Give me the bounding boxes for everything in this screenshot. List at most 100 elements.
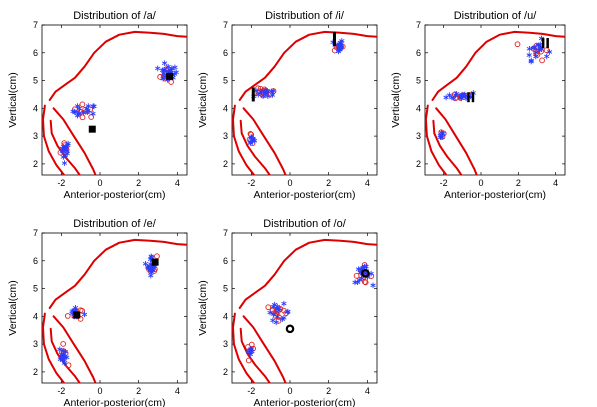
blue-star-point: [533, 49, 539, 56]
x-tick-label: -2: [440, 178, 448, 188]
black-marker: [467, 92, 475, 103]
jaw-outer-outline: [42, 104, 66, 175]
palate-outline: [238, 238, 377, 309]
blue-star-point: [537, 41, 543, 48]
y-tick-label: 6: [223, 48, 228, 58]
y-tick-label: 6: [416, 48, 421, 58]
subplot-title: Distribution of /a/: [73, 10, 156, 22]
red-circle-point: [362, 279, 369, 286]
blue-star-point: [61, 357, 67, 363]
blue-star-point: [61, 160, 68, 166]
y-tick-label: 4: [33, 103, 38, 113]
blue-star-point: [258, 89, 265, 95]
y-tick-label: 3: [416, 131, 421, 141]
y-tick-label: 6: [33, 256, 38, 266]
blue-star-point: [61, 143, 67, 150]
blue-star-point: [172, 64, 178, 71]
jaw-outer-outline: [42, 312, 66, 383]
red-circle-point: [353, 272, 360, 279]
blue-star-point: [352, 279, 358, 286]
blue-star-point: [437, 134, 444, 140]
y-tick-label: 7: [223, 20, 228, 30]
x-tick-label: -2: [247, 178, 255, 188]
red-circle-point: [79, 101, 86, 108]
blue-star-point: [451, 95, 457, 102]
black-marker: [166, 72, 174, 80]
x-tick-label: 0: [97, 178, 102, 188]
tongue-base-outline: [242, 107, 287, 175]
red-circle-point: [245, 357, 252, 364]
y-tick-label: 5: [416, 76, 421, 86]
y-tick-label: 2: [223, 159, 228, 169]
red-circle-point: [539, 57, 545, 64]
black-marker: [332, 31, 336, 46]
y-axis-label: Vertical(cm): [7, 280, 19, 335]
blue-star-point: [359, 275, 365, 282]
blue-star-point: [271, 311, 277, 317]
blue-star-point: [161, 60, 168, 66]
black-marker: [151, 258, 159, 266]
y-tick-label: 3: [223, 339, 228, 349]
y-tick-label: 3: [33, 339, 38, 349]
y-axis-label: Vertical(cm): [390, 72, 402, 127]
red-circle-point: [79, 114, 86, 121]
red-circle-point: [77, 316, 84, 322]
tongue-base-outline: [242, 315, 287, 383]
x-tick-label: 0: [478, 178, 483, 188]
x-tick-label: -2: [57, 178, 65, 188]
blue-star-point: [270, 88, 277, 94]
y-tick-label: 4: [223, 103, 228, 113]
blue-star-point: [65, 142, 71, 149]
x-tick-label: 2: [516, 178, 521, 188]
blue-star-point: [276, 307, 282, 314]
black-marker: [285, 324, 295, 334]
black-marker: [541, 38, 549, 49]
subplot-title: Distribution of /u/: [454, 10, 537, 22]
x-axis-label: Anterior-posterior(cm): [63, 189, 165, 201]
tongue-base-outline: [435, 107, 478, 175]
y-tick-label: 5: [223, 284, 228, 294]
blue-star-point: [144, 264, 151, 270]
y-tick-label: 2: [223, 367, 228, 377]
blue-star-point: [91, 103, 97, 110]
blue-star-point: [446, 92, 453, 98]
blue-star-point: [255, 91, 261, 98]
red-circle-point: [265, 304, 272, 311]
y-tick-label: 5: [33, 284, 38, 294]
blue-star-point: [84, 109, 91, 115]
black-marker: [251, 87, 255, 102]
y-axis-label: Vertical(cm): [197, 72, 209, 127]
plot-area: [42, 30, 187, 175]
x-tick-label: 4: [553, 178, 558, 188]
plot-area: [232, 30, 377, 175]
blue-star-point: [74, 103, 81, 109]
blue-star-point: [544, 53, 550, 60]
blue-star-point: [546, 49, 553, 55]
palate-outline: [238, 30, 377, 101]
subplot-title: Distribution of /e/: [73, 218, 156, 230]
red-circle-point: [64, 313, 71, 319]
x-tick-label: 4: [365, 386, 370, 396]
blue-star-point: [155, 65, 161, 72]
blue-star-point: [370, 282, 376, 289]
blue-star-point: [281, 315, 287, 321]
axes-frame: [231, 232, 378, 384]
palate-outline: [48, 238, 187, 309]
x-tick-label: 0: [287, 386, 292, 396]
plot-area: [42, 238, 187, 383]
blue-star-point: [148, 272, 154, 279]
tongue-base-outline: [52, 315, 97, 383]
blue-star-point: [337, 46, 343, 53]
subplot-title: Distribution of /o/: [263, 218, 346, 230]
blue-star-point: [250, 135, 256, 142]
blue-star-point: [272, 301, 278, 308]
black-marker: [73, 311, 81, 319]
blue-star-point: [64, 354, 70, 361]
x-axis-label: Anterior-posterior(cm): [444, 189, 546, 201]
y-tick-label: 2: [33, 367, 38, 377]
axes-frame: [231, 24, 378, 176]
y-tick-label: 2: [33, 159, 38, 169]
y-tick-label: 6: [223, 256, 228, 266]
blue-star-point: [71, 108, 78, 115]
x-tick-label: 2: [136, 386, 141, 396]
